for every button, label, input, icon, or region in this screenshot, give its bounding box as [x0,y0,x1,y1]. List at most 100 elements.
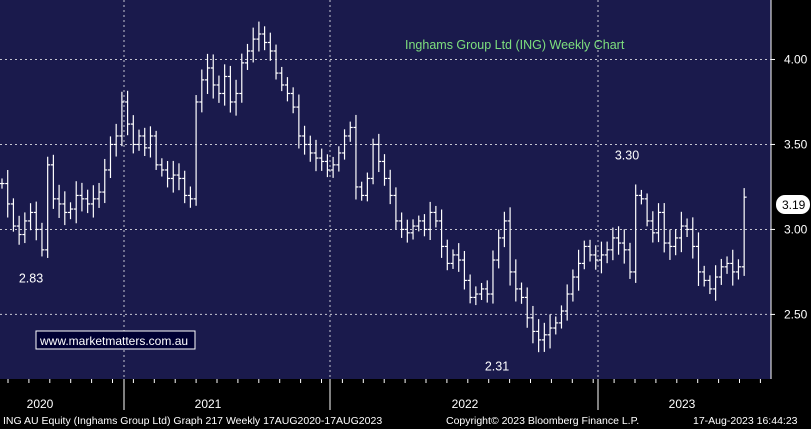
price-bar [165,161,171,188]
price-bar [735,259,741,280]
x-tick-label: 2021 [195,397,222,411]
price-bar [547,314,553,349]
price-bar [68,202,74,220]
price-bar [587,239,593,262]
price-bar [644,193,650,227]
price-bar [707,275,713,295]
price-bar [501,211,507,248]
price-bar [0,178,5,189]
price-bar [581,240,587,270]
price-bar [256,21,262,52]
price-bar [416,215,422,232]
price-bar [427,201,433,240]
price-bar [484,280,490,303]
price-bar [107,136,113,179]
price-bar [33,201,39,241]
price-bar [667,229,673,260]
last-value-label: 3.19 [782,198,806,212]
price-bar [410,219,416,240]
x-tick-label: 2023 [669,397,696,411]
price-bar [119,91,125,147]
price-bar [467,274,473,304]
price-bar [541,322,547,352]
price-bar [153,130,159,170]
price-bar [45,156,51,258]
price-bar [695,232,701,286]
price-bar [593,245,599,270]
last-value-badge: 3.19 [776,195,810,214]
price-bar [701,265,707,287]
price-bar [673,229,679,256]
price-bar [113,123,119,157]
annotation-label: 2.31 [485,360,509,374]
price-bar [524,287,530,328]
price-bar [313,139,319,172]
annotations: 4.26 3.30 2.83 2.31 [19,0,639,374]
price-bar [359,181,365,201]
annotation-label: 4.26 [225,0,249,1]
price-bar [621,229,627,264]
price-bar [250,27,256,63]
price-bar [210,54,216,99]
footer-copyright: Copyright© 2023 Bloomberg Finance L.P. [446,415,639,427]
price-bar [22,212,28,244]
price-bar [461,250,467,290]
price-bar [724,256,730,274]
price-bar [216,75,222,103]
price-bar [73,181,79,224]
price-bar [421,214,427,237]
price-bar [496,229,502,269]
footer-left: ING AU Equity (Inghams Group Ltd) Graph … [3,415,382,427]
price-bar [530,305,536,344]
price-bar [576,249,582,291]
footer-timestamp: 17-Aug-2023 16:44:23 [693,415,798,427]
price-bar [633,184,639,283]
price-bar [324,154,330,178]
price-bar [616,226,622,255]
plot-area [0,0,771,379]
price-bar [90,185,96,218]
price-bar [273,44,279,80]
price-bar [85,189,91,214]
price-bar [376,133,382,173]
grid-lines [0,0,772,379]
price-bar [296,94,302,149]
price-bar [193,95,199,206]
price-bar [519,282,525,304]
price-bars [0,21,747,353]
annotation-label: 3.30 [615,148,639,162]
price-bar [5,169,11,218]
price-bar [147,126,153,158]
price-bar [473,286,479,306]
price-bar [307,135,313,162]
annotation-label: 2.83 [19,271,43,285]
watermark-box: www.marketmatters.com.au [35,330,196,350]
price-bar [16,215,22,245]
price-bar [176,163,182,191]
price-bar [342,129,348,160]
y-tick-label: 3.50 [784,137,808,151]
y-tick-label: 4.00 [784,52,808,66]
price-bar [598,241,604,274]
price-bar [319,148,325,171]
watermark-border [35,330,196,350]
price-bar [444,239,450,271]
price-bar [399,212,405,238]
x-axis: 2020 2021 2022 2023 [27,397,696,411]
y-axis: 2.50 3.00 3.50 4.00 [771,52,808,321]
price-bar [570,269,576,302]
price-bar [267,32,273,61]
price-bar [627,242,633,279]
price-bar [718,258,724,285]
x-tick-label: 2020 [27,397,54,411]
price-bar [239,53,245,103]
price-bar [284,77,290,102]
price-bar [182,170,188,204]
price-bar [558,305,564,329]
price-bar [290,87,296,114]
last-value-bg [776,195,810,214]
price-bar [102,158,108,204]
price-bar [330,156,336,178]
price-bar [353,114,359,200]
